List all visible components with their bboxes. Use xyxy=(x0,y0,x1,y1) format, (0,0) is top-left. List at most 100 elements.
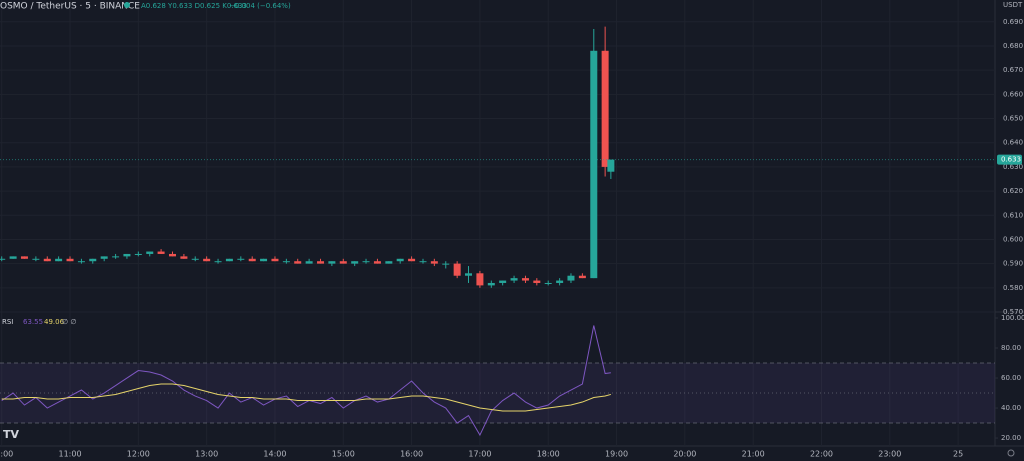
y-tick-label: 20.00 xyxy=(1001,434,1021,442)
candle-body xyxy=(66,258,74,262)
candle-body xyxy=(214,261,222,263)
candle-body xyxy=(271,258,279,262)
candle-body xyxy=(430,261,438,264)
status-dot xyxy=(124,2,130,8)
last-price-box xyxy=(997,154,1022,165)
candle-body xyxy=(43,258,51,262)
candle-body xyxy=(282,261,290,263)
marks xyxy=(0,26,995,437)
x-tick-label: 14:00 xyxy=(263,450,286,459)
candle-body xyxy=(112,256,120,258)
candle-body xyxy=(0,258,6,260)
x-tick-label: 20:00 xyxy=(673,450,696,459)
rsi-band-fill xyxy=(0,363,995,424)
candle-body xyxy=(248,258,256,262)
candle-body xyxy=(225,258,233,262)
y-tick-label: 0.590 xyxy=(1003,260,1023,268)
candle-body xyxy=(556,280,564,283)
y-tick-label: 60.00 xyxy=(1001,374,1021,382)
rsi-label: RSI xyxy=(2,318,13,326)
y-tick-label: 100.00 xyxy=(1001,314,1024,322)
candle-body xyxy=(32,258,40,260)
candle-body xyxy=(55,258,63,262)
candle-body xyxy=(590,50,598,279)
candle-body xyxy=(146,251,154,254)
grid xyxy=(0,317,998,439)
candle-body xyxy=(521,278,529,281)
y-tick-label: 0.650 xyxy=(1003,115,1023,123)
candle-body xyxy=(510,278,518,281)
rsi-extra: ∅ ∅ xyxy=(62,318,76,326)
last-price-label: 0.633 xyxy=(1001,156,1021,164)
y-tick-label: 0.640 xyxy=(1003,139,1023,147)
candle-body xyxy=(465,273,473,276)
candle-body xyxy=(203,258,211,262)
candle-body xyxy=(20,256,28,259)
x-tick-label: 19:00 xyxy=(605,450,628,459)
candle-body xyxy=(237,258,245,260)
y-tick-label: 0.630 xyxy=(1003,163,1023,171)
candle-body xyxy=(100,256,108,259)
candle-body xyxy=(77,261,85,263)
x-tick-label: 22:00 xyxy=(810,450,833,459)
candle-body xyxy=(442,263,450,265)
x-tick-label: 12:00 xyxy=(127,450,150,459)
x-tick-label: 15:00 xyxy=(332,450,355,459)
ohlc: A0.628 Y0.633 D0.625 K0.633 xyxy=(141,2,247,10)
candle-body xyxy=(191,258,199,260)
candle-body xyxy=(607,159,615,172)
candle-body xyxy=(476,273,484,286)
y-tick-label: 80.00 xyxy=(1001,344,1021,352)
candle-body xyxy=(328,261,336,264)
candle-body xyxy=(601,50,609,167)
candle-body xyxy=(260,258,268,262)
candle-body xyxy=(317,261,325,264)
candle-body xyxy=(373,261,381,264)
symbol: OSMO / TetherUS · 5 · BINANCE xyxy=(0,2,140,12)
x-tick-label: 11:00 xyxy=(58,450,81,459)
candle-body xyxy=(453,263,461,276)
x-tick-label: 10:00 xyxy=(0,450,13,459)
y-tick-label: 0.670 xyxy=(1003,66,1023,74)
candle-body xyxy=(294,261,302,264)
candle-body xyxy=(180,256,188,259)
logo: TV xyxy=(3,428,20,441)
rsi-ma-value: 49.06 xyxy=(44,318,65,326)
x-tick-label: 21:00 xyxy=(742,450,765,459)
candle-body xyxy=(499,280,507,283)
change: −0.004 (−0.64%) xyxy=(229,2,291,10)
y-tick-label: 0.610 xyxy=(1003,211,1023,219)
candle-body xyxy=(157,251,165,254)
candle-body xyxy=(362,261,370,263)
y-tick-label: 40.00 xyxy=(1001,404,1021,412)
y-tick-label: 0.580 xyxy=(1003,284,1023,292)
candle-body xyxy=(385,261,393,264)
candle-body xyxy=(123,253,131,257)
x-tick-label: 25 xyxy=(953,450,963,459)
candle-body xyxy=(339,261,347,264)
candle-body xyxy=(168,253,176,257)
rsi-value: 63.55 xyxy=(23,318,43,326)
x-tick-label: 17:00 xyxy=(468,450,491,459)
candle-body xyxy=(567,275,575,281)
candle-body xyxy=(578,275,586,279)
candle-body xyxy=(544,282,552,284)
candle-body xyxy=(351,261,359,264)
settings-icon[interactable] xyxy=(1007,449,1015,457)
candle-body xyxy=(134,253,142,255)
candle-body xyxy=(419,261,427,263)
rsi-line xyxy=(1,383,612,412)
x-tick-label: 18:00 xyxy=(537,450,560,459)
x-tick-label: 13:00 xyxy=(195,450,218,459)
y-tick-label: 0.680 xyxy=(1003,42,1023,50)
candle-body xyxy=(305,261,313,264)
y-tick-label: 0.620 xyxy=(1003,187,1023,195)
candle-body xyxy=(408,258,416,262)
candle-body xyxy=(9,256,17,259)
candle-body xyxy=(89,258,97,262)
y-tick-label: 0.690 xyxy=(1003,18,1023,26)
y-tick-label: 0.570 xyxy=(1003,308,1023,316)
candle-body xyxy=(396,258,404,262)
